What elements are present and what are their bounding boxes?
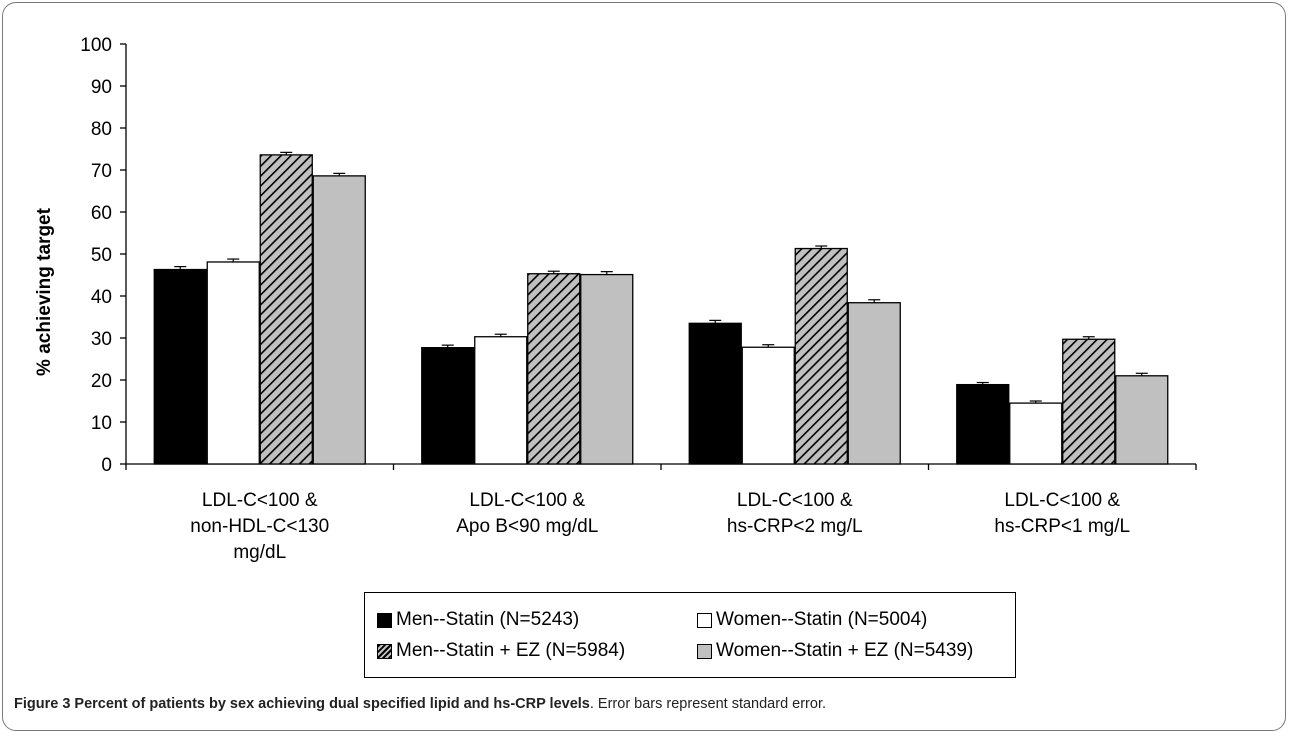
caption-title: Figure 3 Percent of patients by sex achi… xyxy=(14,696,590,712)
bar xyxy=(474,336,528,465)
y-tick-label: 50 xyxy=(91,245,112,266)
bars xyxy=(153,151,1169,465)
y-axis: 0 10 20 30 40 50 60 70 80 90 100 xyxy=(80,35,127,476)
legend-item-women-statin: Women--Statin (N=5004) xyxy=(697,607,927,633)
bar xyxy=(847,302,901,465)
legend-label: Men--Statin (N=5243) xyxy=(396,609,580,630)
x-tick-label: LDL-C<100 & hs-CRP<2 mg/L xyxy=(727,490,863,537)
legend-swatch xyxy=(377,612,392,628)
legend-item-men-statin-ez: Men--Statin + EZ (N=5984) xyxy=(377,638,625,664)
bar xyxy=(794,247,848,465)
y-tick-label: 80 xyxy=(91,119,112,140)
y-tick-label: 0 xyxy=(101,455,112,476)
legend-label: Women--Statin (N=5004) xyxy=(716,609,928,630)
y-tick-label: 30 xyxy=(91,329,112,350)
bar xyxy=(1115,375,1169,465)
bar xyxy=(153,268,207,465)
bar xyxy=(741,346,795,465)
bar xyxy=(206,261,260,465)
legend-item-men-statin: Men--Statin (N=5243) xyxy=(377,607,579,633)
legend-swatch xyxy=(697,612,712,628)
bar xyxy=(956,383,1010,465)
caption-text: . Error bars represent standard error. xyxy=(589,696,827,712)
bar xyxy=(312,175,366,465)
legend-swatch xyxy=(377,643,392,659)
legend-item-women-statin-ez: Women--Statin + EZ (N=5439) xyxy=(697,638,973,664)
y-tick-label: 20 xyxy=(91,371,112,392)
x-tick-label: LDL-C<100 & non-HDL-C<130 mg/dL xyxy=(190,490,329,563)
figure-caption: Figure 3 Percent of patients by sex achi… xyxy=(14,696,826,712)
legend-label: Women--Statin + EZ (N=5439) xyxy=(716,640,974,661)
y-tick-label: 100 xyxy=(80,35,112,56)
x-tick-labels: LDL-C<100 & non-HDL-C<130 mg/dL LDL-C<100 &… xyxy=(190,490,1130,563)
y-tick-label: 90 xyxy=(91,77,112,98)
legend-swatch xyxy=(697,643,712,659)
bar xyxy=(1009,402,1063,465)
y-tick-label: 10 xyxy=(91,413,112,434)
bar xyxy=(1062,338,1116,465)
y-tick-label: 70 xyxy=(91,161,112,182)
bar xyxy=(580,273,634,465)
legend-label: Men--Statin + EZ (N=5984) xyxy=(396,640,626,661)
legend: Men--Statin (N=5243) Women--Statin (N=50… xyxy=(364,592,1016,678)
x-axis xyxy=(125,463,1197,470)
y-axis-label: % achieving target xyxy=(34,207,55,376)
y-tick-label: 60 xyxy=(91,203,112,224)
x-tick-label: LDL-C<100 & hs-CRP<1 mg/L xyxy=(994,490,1130,537)
y-tick-label: 40 xyxy=(91,287,112,308)
bar xyxy=(688,322,742,465)
bar xyxy=(421,347,475,465)
x-tick-label: LDL-C<100 & Apo B<90 mg/dL xyxy=(456,490,598,537)
bar xyxy=(527,273,581,465)
bar xyxy=(259,154,313,465)
